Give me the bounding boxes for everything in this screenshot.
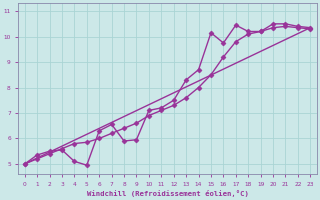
X-axis label: Windchill (Refroidissement éolien,°C): Windchill (Refroidissement éolien,°C)	[87, 190, 248, 197]
